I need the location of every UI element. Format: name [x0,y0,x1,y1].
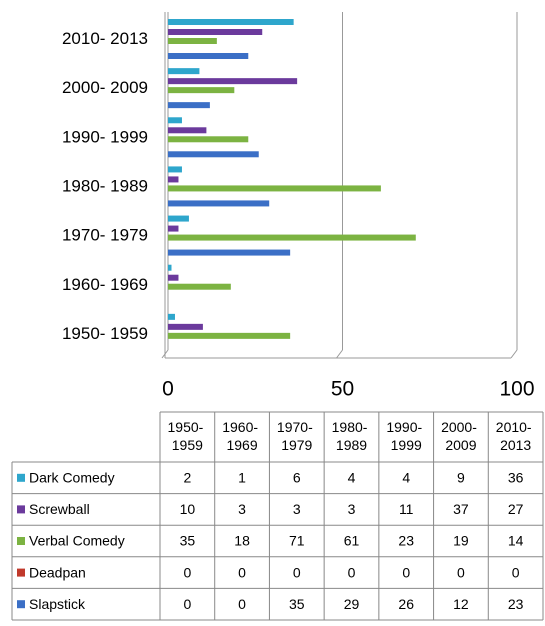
table-value: 26 [398,596,414,612]
table-value: 9 [457,470,465,486]
table-value: 0 [348,564,356,580]
y-tick-label: 1990- 1999 [62,127,148,146]
legend-label: Verbal Comedy [29,533,125,549]
bar [168,117,182,124]
table-value: 0 [183,596,191,612]
table-value: 4 [348,470,356,486]
bar [168,68,200,75]
table-value: 2 [183,470,191,486]
grid-line-depth [161,349,169,359]
y-tick-label: 2000- 2009 [62,78,148,97]
bar [168,176,179,183]
bar [168,102,210,109]
table-value: 6 [293,470,301,486]
bar [168,53,249,59]
bar [168,29,263,35]
table-value: 19 [453,533,469,549]
table-header: 1950- 1959 [168,419,208,453]
table-value: 18 [234,533,250,549]
bar [168,323,203,330]
legend-label: Deadpan [29,564,86,580]
grid-line-depth [336,349,343,359]
table-value: 0 [183,564,191,580]
table-value: 37 [453,501,469,517]
legend-swatch [17,568,25,577]
table-header: 1980- 1989 [332,419,372,453]
table-value: 3 [348,501,356,517]
table-value: 35 [289,596,305,612]
bar [168,151,259,158]
table-header: 2000- 2009 [441,419,481,453]
table-value: 23 [398,533,414,549]
legend-swatch [17,505,25,514]
table-header: 1970- 1979 [277,419,317,453]
table-value: 0 [402,564,410,580]
table-value: 23 [508,596,524,612]
y-tick-label: 1970- 1979 [62,226,148,245]
y-tick-label: 1980- 1989 [62,176,148,195]
legend-label: Slapstick [29,596,86,612]
bar [168,283,231,290]
bar [168,200,270,207]
table-value: 27 [508,501,524,517]
legend-swatch [17,600,25,609]
bar [168,166,182,173]
legend-label: Screwball [29,501,90,517]
bar [168,274,179,281]
bar [168,78,298,85]
bar [168,87,235,94]
bar [168,264,172,271]
table-value: 1 [238,470,246,486]
bar [168,19,294,25]
bar [168,234,416,241]
table-value: 35 [180,533,196,549]
table-header: 2010- 2013 [496,419,536,453]
table-value: 29 [344,596,360,612]
x-tick-label: 0 [162,378,174,401]
table-value: 12 [453,596,469,612]
bar [168,313,175,320]
table-value: 0 [457,564,465,580]
table-value: 0 [512,564,520,580]
table-value: 36 [508,470,524,486]
y-tick-label: 2010- 2013 [62,29,148,48]
table-header: 1960- 1969 [222,419,262,453]
grid-line-depth [510,349,518,359]
x-tick-label: 50 [331,378,354,401]
bar [168,225,179,232]
legend-label: Dark Comedy [29,470,115,486]
legend-swatch [17,473,25,482]
table-value: 61 [344,533,360,549]
table-value: 10 [180,501,196,517]
bar [168,332,291,339]
x-tick-label: 100 [499,378,534,401]
y-tick-label: 1950- 1959 [62,324,148,343]
table-value: 4 [402,470,410,486]
legend-swatch [17,537,25,545]
table-value: 71 [289,533,305,549]
bar [168,136,249,143]
bar [168,38,217,44]
bar [168,127,207,134]
bar [168,215,189,222]
bar [168,249,291,256]
table-value: 3 [238,501,246,517]
table-header: 1990- 1999 [386,419,426,453]
table-value: 11 [399,501,414,517]
table-value: 0 [238,564,246,580]
y-tick-label: 1960- 1969 [62,275,148,294]
table-value: 0 [238,596,246,612]
table-value: 0 [293,564,301,580]
table-value: 3 [293,501,301,517]
table-value: 14 [508,533,524,549]
bar [168,185,381,192]
